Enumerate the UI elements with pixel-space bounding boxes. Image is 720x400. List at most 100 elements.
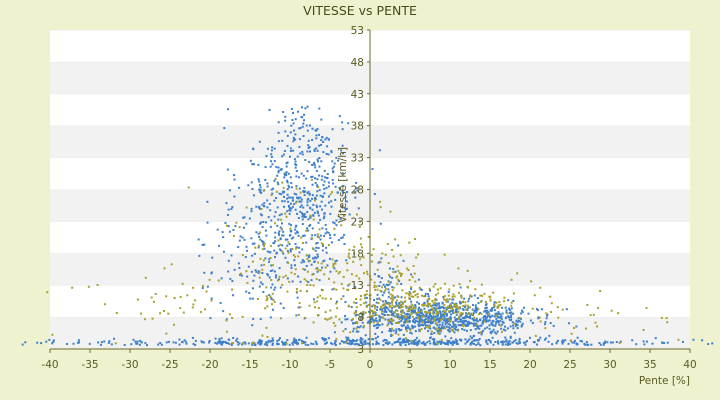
data-point-blue <box>270 155 273 158</box>
data-point-blue <box>277 244 280 247</box>
data-point-blue <box>279 168 282 171</box>
data-point-blue <box>258 180 261 183</box>
data-point-blue <box>295 185 298 188</box>
data-point-blue <box>406 312 409 315</box>
data-point-blue <box>549 322 552 325</box>
data-point-blue <box>294 232 297 235</box>
data-point-blue <box>271 337 274 340</box>
data-point-blue <box>514 339 517 342</box>
data-point-olive <box>370 309 373 312</box>
data-point-olive <box>167 312 170 315</box>
data-point-blue <box>266 182 269 185</box>
data-point-olive <box>443 282 446 285</box>
chart-title: VITESSE vs PENTE <box>303 3 417 18</box>
data-point-blue <box>353 340 356 343</box>
y-tick-label: 23 <box>351 216 364 228</box>
data-point-blue <box>436 318 439 321</box>
data-point-blue <box>509 311 512 314</box>
x-tick-label: 10 <box>443 359 456 371</box>
data-point-blue <box>292 140 295 143</box>
data-point-olive <box>415 256 418 259</box>
data-point-blue <box>590 343 593 346</box>
data-point-blue <box>352 322 355 325</box>
data-point-blue <box>434 319 437 322</box>
data-point-olive <box>262 259 265 262</box>
data-point-olive <box>374 288 377 291</box>
data-point-blue <box>475 317 478 320</box>
data-point-blue <box>482 329 485 332</box>
data-point-blue <box>496 316 499 319</box>
data-point-blue <box>294 166 297 169</box>
data-point-olive <box>407 292 410 295</box>
data-point-blue <box>468 316 471 319</box>
data-point-blue <box>277 232 280 235</box>
data-point-blue <box>312 214 315 217</box>
data-point-olive <box>264 307 267 310</box>
data-point-olive <box>225 224 228 227</box>
data-point-blue <box>343 242 346 245</box>
data-point-blue <box>426 324 429 327</box>
data-point-blue <box>546 314 549 317</box>
data-point-olive <box>405 316 408 319</box>
data-point-olive <box>335 288 338 291</box>
data-point-blue <box>338 186 341 189</box>
data-point-blue <box>451 343 454 346</box>
data-point-olive <box>495 314 498 317</box>
data-point-olive <box>510 301 513 304</box>
data-point-blue <box>312 203 315 206</box>
data-point-blue <box>157 343 160 346</box>
data-point-blue <box>272 187 275 190</box>
data-point-blue <box>497 341 500 344</box>
data-point-blue <box>355 181 358 184</box>
data-point-olive <box>386 242 389 245</box>
data-point-olive <box>359 298 362 301</box>
data-point-olive <box>316 296 319 299</box>
data-point-blue <box>97 341 100 344</box>
data-point-blue <box>450 337 453 340</box>
data-point-blue <box>302 174 305 177</box>
data-point-blue <box>501 323 504 326</box>
data-point-blue <box>475 308 478 311</box>
data-point-blue <box>136 340 139 343</box>
data-point-blue <box>430 308 433 311</box>
data-point-olive <box>391 294 394 297</box>
data-point-olive <box>311 247 314 250</box>
data-point-blue <box>408 339 411 342</box>
x-tick-label: 15 <box>483 359 496 371</box>
data-point-blue <box>536 309 539 312</box>
data-point-blue <box>335 259 338 262</box>
data-point-blue <box>298 187 301 190</box>
data-point-blue <box>302 260 305 263</box>
data-point-olive <box>87 285 90 288</box>
data-point-blue <box>373 193 376 196</box>
data-point-blue <box>372 312 375 315</box>
data-point-blue <box>286 277 289 280</box>
data-point-olive <box>452 293 455 296</box>
data-point-blue <box>307 256 310 259</box>
data-point-olive <box>273 300 276 303</box>
data-point-blue <box>476 297 479 300</box>
data-point-blue <box>305 177 308 180</box>
data-point-blue <box>333 233 336 236</box>
data-point-blue <box>302 122 305 125</box>
data-point-blue <box>562 340 565 343</box>
data-point-blue <box>290 107 293 110</box>
data-point-blue <box>500 340 503 343</box>
data-point-blue <box>289 202 292 205</box>
data-point-blue <box>259 343 262 346</box>
data-point-blue <box>251 188 254 191</box>
data-point-olive <box>474 288 477 291</box>
data-point-blue <box>439 342 442 345</box>
data-point-blue <box>402 324 405 327</box>
data-point-olive <box>294 268 297 271</box>
data-point-blue <box>472 317 475 320</box>
data-point-blue <box>424 318 427 321</box>
data-point-blue <box>417 278 420 281</box>
data-point-olive <box>510 278 513 281</box>
data-point-blue <box>561 339 564 342</box>
data-point-blue <box>234 225 237 228</box>
data-point-olive <box>365 305 368 308</box>
data-point-blue <box>172 341 175 344</box>
data-point-blue <box>419 308 422 311</box>
data-point-blue <box>286 197 289 200</box>
